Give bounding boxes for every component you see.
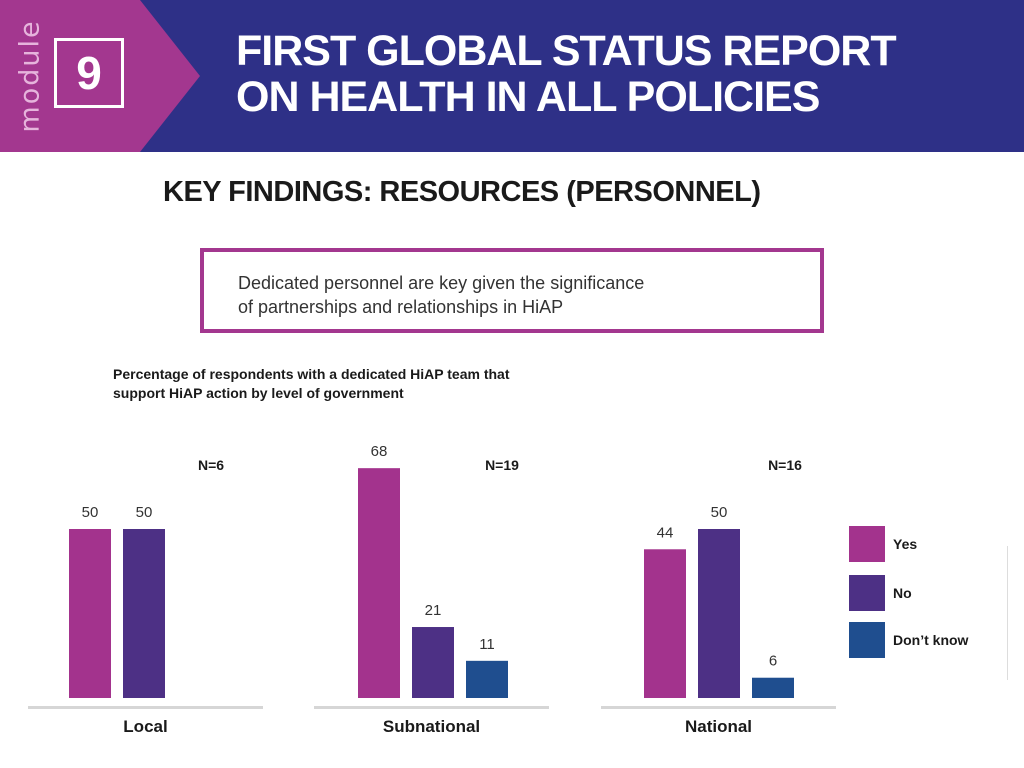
- legend-label-dont-know: Don’t know: [893, 632, 969, 648]
- bar-national-don-t-know: [752, 677, 794, 698]
- data-label-local-yes: 50: [82, 504, 99, 521]
- bar-local-yes: [69, 529, 111, 698]
- callout-line-2: of partnerships and relationships in HiA…: [238, 297, 564, 317]
- n-label-subnational: N=19: [485, 457, 519, 473]
- group-label-local: Local: [123, 717, 167, 736]
- bar-local-no: [123, 529, 165, 698]
- legend-item-yes: Yes: [849, 526, 1009, 562]
- data-label-national-no: 50: [711, 504, 728, 521]
- report-title-line-2: ON HEALTH IN ALL POLICIES: [236, 73, 820, 121]
- chart-legend: Yes No Don’t know: [849, 526, 1009, 682]
- legend-divider: [1007, 546, 1008, 680]
- report-title-line-1: FIRST GLOBAL STATUS REPORT: [236, 27, 897, 75]
- legend-item-dont-know: Don’t know: [849, 622, 1009, 658]
- chart-title-line-1: Percentage of respondents with a dedicat…: [113, 366, 510, 382]
- n-label-local: N=6: [198, 457, 224, 473]
- module-arrow: [140, 0, 200, 152]
- bar-subnational-yes: [358, 468, 400, 698]
- group-label-subnational: Subnational: [383, 717, 480, 736]
- bar-subnational-don-t-know: [466, 660, 508, 698]
- data-label-national-yes: 44: [657, 524, 674, 541]
- legend-label-no: No: [893, 585, 912, 601]
- bar-national-no: [698, 529, 740, 698]
- callout-text: Dedicated personnel are key given the si…: [238, 271, 644, 319]
- legend-swatch-yes: [849, 526, 885, 562]
- chart-title: Percentage of respondents with a dedicat…: [113, 365, 510, 403]
- legend-label-yes: Yes: [893, 536, 918, 552]
- axis-line-national: [601, 706, 836, 709]
- data-label-subnational-don-t-know: 11: [479, 636, 495, 653]
- legend-swatch-no: [849, 575, 885, 611]
- data-label-national-don-t-know: 6: [769, 653, 777, 670]
- n-label-national: N=16: [768, 457, 802, 473]
- axis-line-local: [28, 706, 263, 709]
- legend-swatch-dont-know: [849, 622, 885, 658]
- data-label-local-no: 50: [136, 504, 153, 521]
- axis-line-subnational: [314, 706, 549, 709]
- callout-line-1: Dedicated personnel are key given the si…: [238, 273, 645, 293]
- bar-national-yes: [644, 549, 686, 698]
- legend-item-no: No: [849, 575, 1009, 611]
- callout-box: Dedicated personnel are key given the si…: [200, 248, 824, 333]
- module-number-box: 9: [54, 38, 124, 108]
- section-title: KEY FINDINGS: RESOURCES (PERSONNEL): [163, 176, 761, 208]
- bar-subnational-no: [412, 627, 454, 698]
- chart-title-line-2: support HiAP action by level of governme…: [113, 385, 404, 401]
- report-title: FIRST GLOBAL STATUS REPORT ON HEALTH IN …: [236, 27, 897, 121]
- module-bar: module 9: [0, 0, 140, 152]
- module-number: 9: [76, 47, 102, 99]
- data-label-subnational-yes: 68: [371, 443, 388, 460]
- group-label-national: National: [685, 717, 752, 736]
- data-label-subnational-no: 21: [425, 602, 442, 619]
